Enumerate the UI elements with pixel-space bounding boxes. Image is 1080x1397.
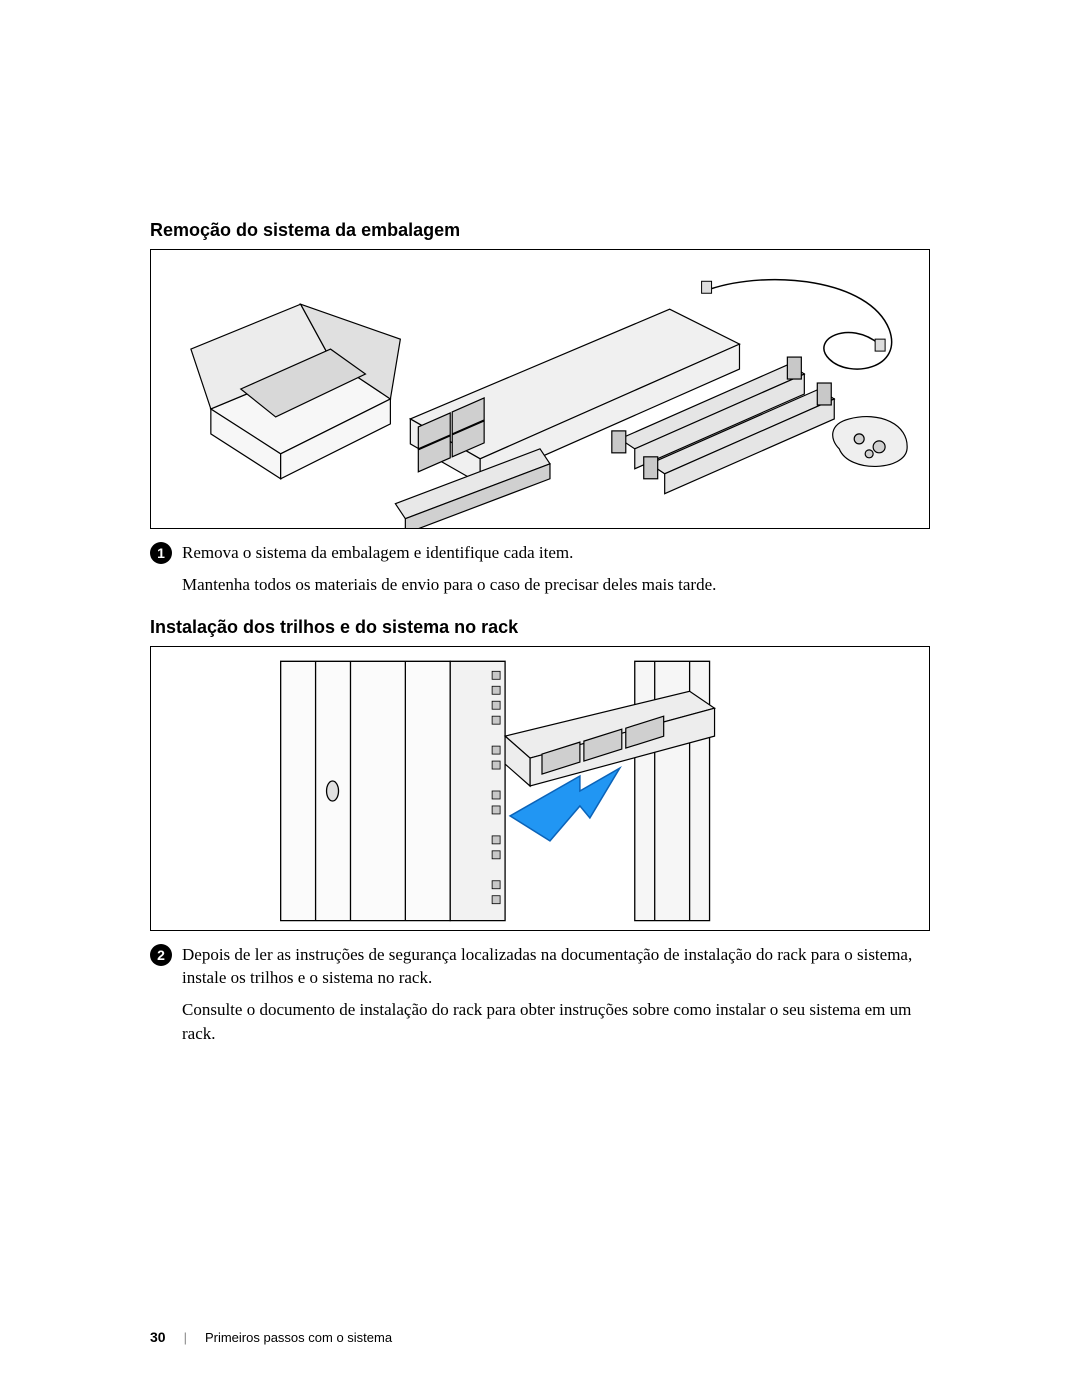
page-number: 30 — [150, 1329, 166, 1345]
figure-rack-install — [150, 646, 930, 931]
step1-bullet: 1 — [150, 542, 172, 564]
document-page: Remoção do sistema da embalagem — [0, 0, 1080, 1397]
step2-subtext: Consulte o documento de instalação do ra… — [182, 998, 930, 1046]
step1-subtext: Mantenha todos os materiais de envio par… — [182, 573, 930, 597]
section2-heading: Instalação dos trilhos e do sistema no r… — [150, 617, 930, 638]
step1-row: 1 Remova o sistema da embalagem e identi… — [150, 541, 930, 565]
footer-title: Primeiros passos com o sistema — [205, 1330, 392, 1345]
section1-heading: Remoção do sistema da embalagem — [150, 220, 930, 241]
step2-text: Depois de ler as instruções de segurança… — [182, 943, 930, 991]
rack-install-illustration — [151, 646, 929, 931]
unpacking-illustration — [151, 249, 929, 529]
step1-text: Remova o sistema da embalagem e identifi… — [182, 541, 573, 565]
step2-bullet: 2 — [150, 944, 172, 966]
page-footer: 30 | Primeiros passos com o sistema — [150, 1329, 392, 1345]
step2-row: 2 Depois de ler as instruções de seguran… — [150, 943, 930, 991]
figure-unpacking — [150, 249, 930, 529]
footer-separator: | — [184, 1330, 187, 1345]
